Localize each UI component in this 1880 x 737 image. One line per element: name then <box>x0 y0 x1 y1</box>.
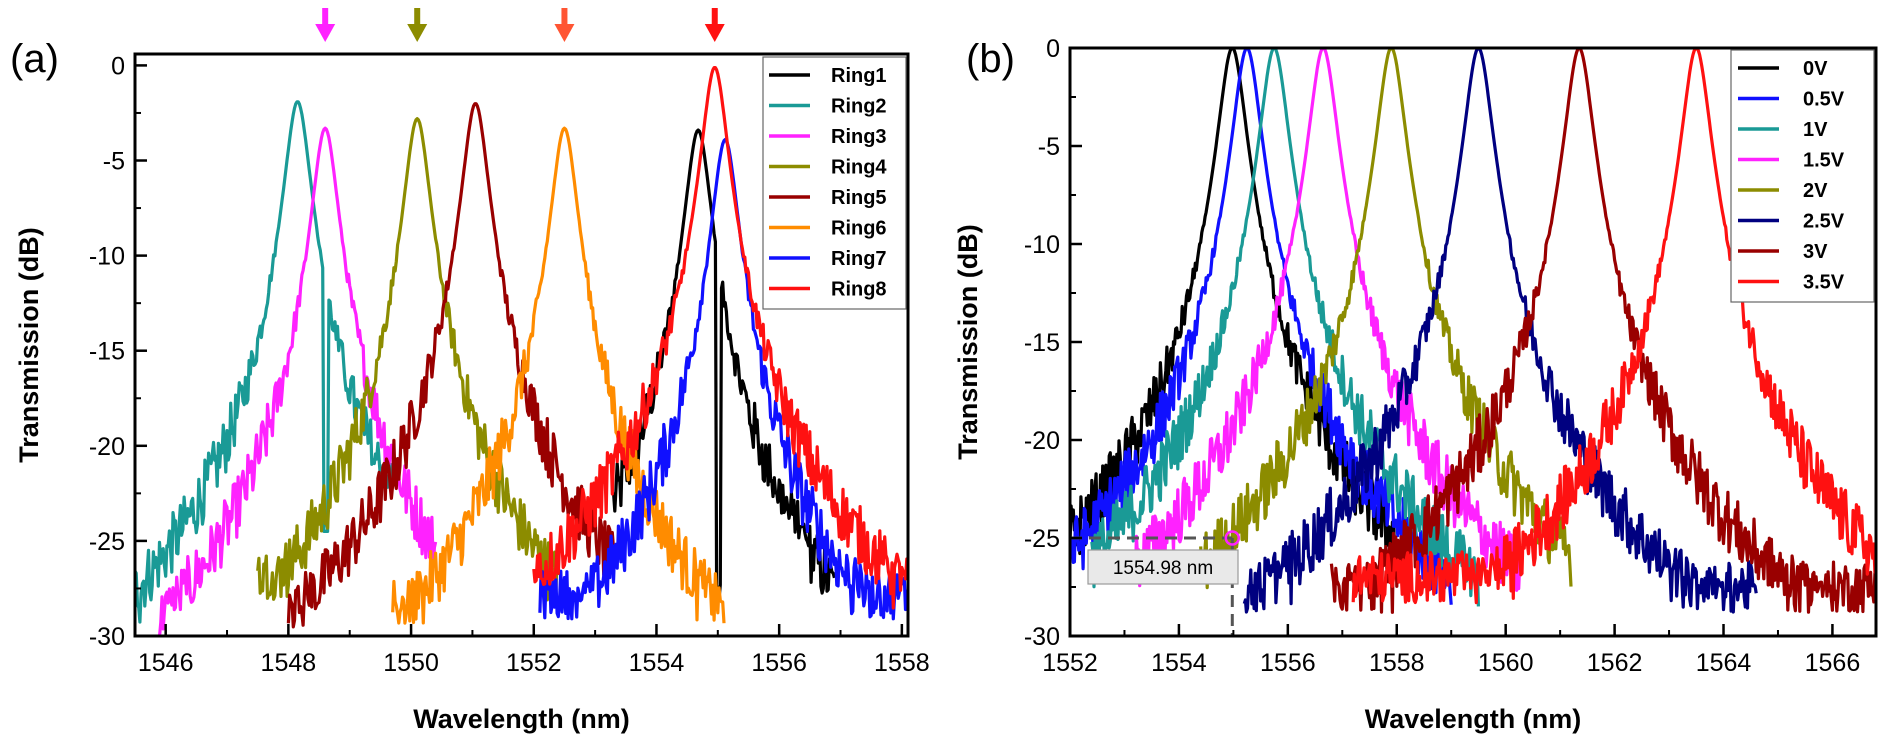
x-tick-label: 1548 <box>261 649 317 677</box>
annotation-box <box>1087 549 1239 585</box>
legend-entry: Ring2 <box>831 96 887 118</box>
annotation-label: 1554.98 nm <box>1113 558 1213 579</box>
series-line-ring7 <box>538 138 908 621</box>
y-tick-label: -20 <box>89 433 125 461</box>
peak-arrow-1 <box>407 8 428 42</box>
peak-arrow-3 <box>704 8 725 42</box>
arrow-head <box>554 24 575 42</box>
x-axis-label: Wavelength (nm) <box>413 704 630 734</box>
legend-entry: Ring3 <box>831 126 887 148</box>
legend-entry: Ring4 <box>831 157 887 179</box>
series-line-ring2 <box>135 100 394 624</box>
y-tick-label: -25 <box>1024 525 1060 553</box>
x-tick-label: 1560 <box>1478 649 1534 677</box>
legend-entry: Ring1 <box>831 65 887 87</box>
x-tick-label: 1562 <box>1587 649 1643 677</box>
series-line-ring8 <box>532 65 908 610</box>
series-line-ring6 <box>391 126 726 625</box>
panel-label: (b) <box>966 37 1015 81</box>
legend: 0V 0.5V 1V 1.5V 2V 2.5V 3V 3.5V <box>1730 49 1875 303</box>
peak-arrow-0 <box>315 8 336 42</box>
y-tick-label: -15 <box>1024 329 1060 357</box>
y-tick-label: -10 <box>89 243 125 271</box>
x-tick-label: 1556 <box>1260 649 1316 677</box>
y-tick-label: 0 <box>111 52 125 80</box>
legend-entry: Ring6 <box>831 218 887 240</box>
series-line-2-5v <box>1242 48 1758 614</box>
annotation-marker <box>1224 530 1241 546</box>
y-tick-label: -20 <box>1024 427 1060 455</box>
series-line-2v <box>1199 48 1573 590</box>
legend-entry: 3.5V <box>1803 272 1845 294</box>
x-tick-label: 1558 <box>874 649 930 677</box>
x-tick-label: 1564 <box>1696 649 1752 677</box>
x-tick-label: 1566 <box>1805 649 1861 677</box>
legend-entry: Ring8 <box>831 279 887 301</box>
peak-arrow-2 <box>554 8 575 42</box>
legend-entry: 2V <box>1803 180 1828 202</box>
legend-entry: 0V <box>1803 58 1828 80</box>
x-tick-label: 1546 <box>138 649 194 677</box>
series-line-ring3 <box>157 126 438 636</box>
y-tick-label: -5 <box>1038 133 1060 161</box>
panel-0: 1546 1548 1550 1552 1554 1556 1558 0 -5 -10 -15 -20… <box>10 8 930 734</box>
legend-entry: 0.5V <box>1803 89 1845 111</box>
x-tick-label: 1558 <box>1369 649 1425 677</box>
x-tick-label: 1554 <box>629 649 685 677</box>
panel-1: 1554.98 nm 1552 1554 1556 1558 1560 1562 1564 15… <box>953 35 1878 734</box>
y-tick-label: 0 <box>1046 35 1060 63</box>
series-line-ring5 <box>286 102 616 629</box>
legend: Ring1 Ring2 Ring3 Ring4 Ring5 Ring6 Ring7 Ring8 <box>762 56 907 310</box>
legend-entry: 2.5V <box>1803 211 1845 233</box>
series-line-ring1 <box>611 128 836 601</box>
x-tick-label: 1552 <box>1042 649 1098 677</box>
legend-box <box>1730 49 1875 303</box>
y-tick-label: -30 <box>89 623 125 651</box>
y-axis-label: Transmission (dB) <box>14 227 44 463</box>
series-line-ring4 <box>256 117 560 602</box>
y-tick-label: -30 <box>1024 623 1060 651</box>
series-line-1v <box>1090 48 1480 607</box>
y-tick-label: -25 <box>89 528 125 556</box>
legend-entry: 1.5V <box>1803 150 1845 172</box>
x-tick-label: 1550 <box>383 649 439 677</box>
legend-box <box>762 56 907 310</box>
series-line-3-5v <box>1351 48 1876 605</box>
series-group <box>135 65 908 636</box>
x-tick-label: 1552 <box>506 649 562 677</box>
y-tick-label: -5 <box>103 148 125 176</box>
plot-frame <box>133 52 910 638</box>
arrow-head <box>704 24 725 42</box>
series-group <box>1070 48 1876 614</box>
y-tick-label: -15 <box>89 338 125 366</box>
legend-entry: Ring7 <box>831 248 887 270</box>
y-axis-label: Transmission (dB) <box>953 224 983 460</box>
legend-entry: 1V <box>1803 119 1828 141</box>
series-line-3v <box>1329 48 1876 614</box>
x-axis-label: Wavelength (nm) <box>1365 704 1582 734</box>
y-tick-label: -10 <box>1024 231 1060 259</box>
arrow-head <box>315 24 336 42</box>
x-tick-label: 1554 <box>1151 649 1207 677</box>
legend-entry: 3V <box>1803 241 1828 263</box>
x-tick-label: 1556 <box>751 649 807 677</box>
panel-label: (a) <box>10 37 59 81</box>
arrow-head <box>407 24 428 42</box>
legend-entry: Ring5 <box>831 187 887 209</box>
